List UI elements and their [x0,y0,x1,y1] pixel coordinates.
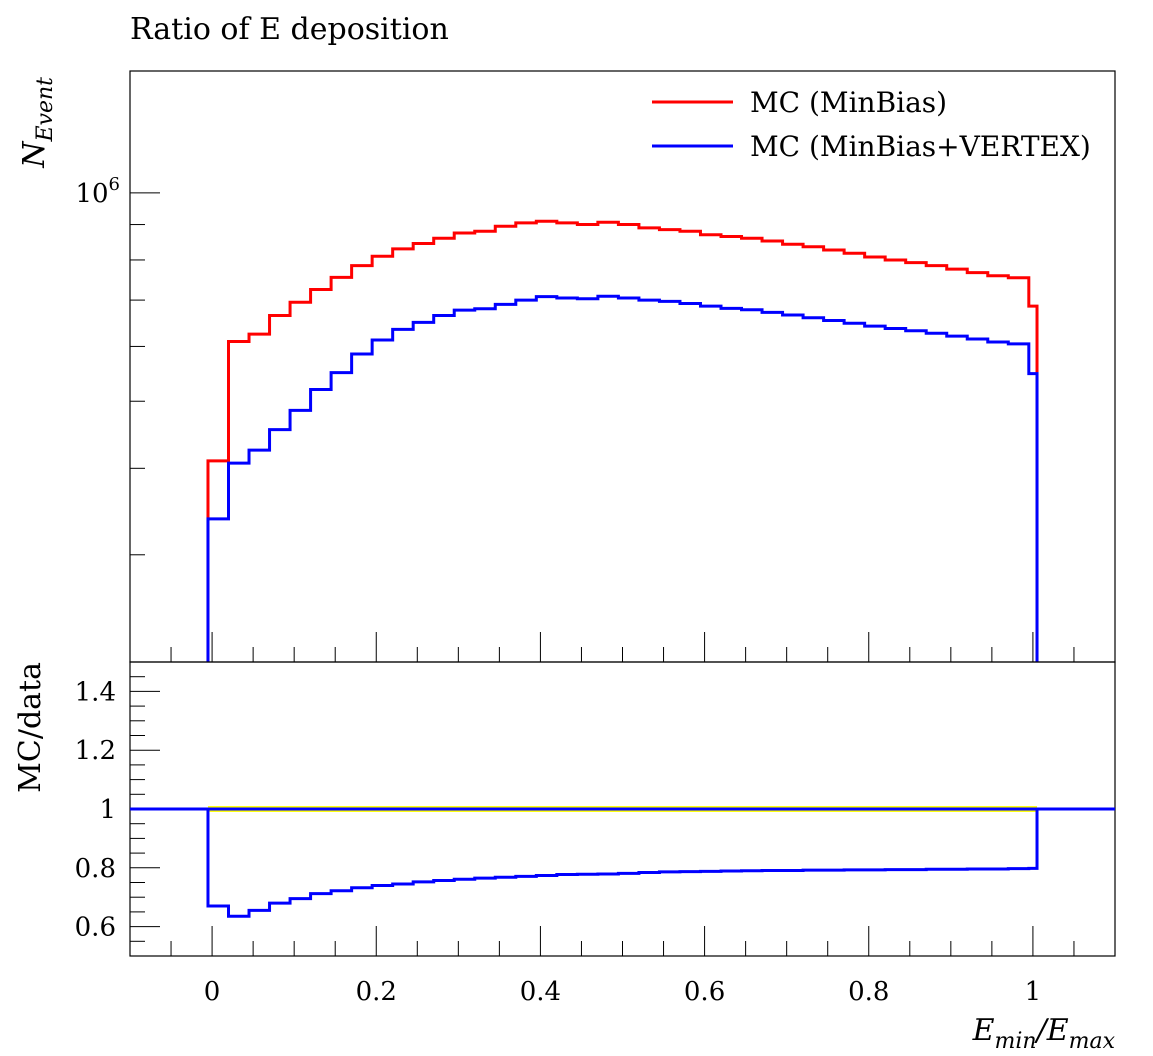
legend: MC (MinBias) MC (MinBias+VERTEX) [652,86,1091,163]
y-tick-label: 0.8 [75,854,116,884]
ratio-panel: 0.6 0.8 1 1.2 1.4 MC/data 0 0.2 0.4 0.6 0.8 1 Emin/E… [13,661,1116,1054]
y-tick-label: 1.2 [75,736,116,766]
legend-label-2: MC (MinBias+VERTEX) [750,130,1091,163]
y-tick-label: 106 [75,174,120,209]
legend-label-1: MC (MinBias) [750,86,947,119]
x-tick-label: 1 [1025,977,1042,1007]
x-tick-label: 0.4 [520,977,561,1007]
y-tick-label: 1.4 [75,677,116,707]
x-tick-label: 0.8 [848,977,889,1007]
x-tick-label: 0 [204,977,221,1007]
ratio-histogram [130,807,1115,918]
x-tick-label: 0.6 [684,977,725,1007]
x-tick-label: 0.2 [356,977,397,1007]
y-tick-label: 1 [99,795,116,825]
y-axis-label: NEvent [17,77,58,169]
x-axis-label: Emin/Emax [972,1013,1116,1054]
series-1-histogram [206,219,1039,662]
main-panel: 106 NEvent [17,70,1116,663]
ratio-y-axis-label: MC/data [13,662,48,793]
series-2-histogram [206,294,1039,662]
page-title: Ratio of E deposition [130,12,449,47]
y-tick-label: 0.6 [75,913,116,943]
